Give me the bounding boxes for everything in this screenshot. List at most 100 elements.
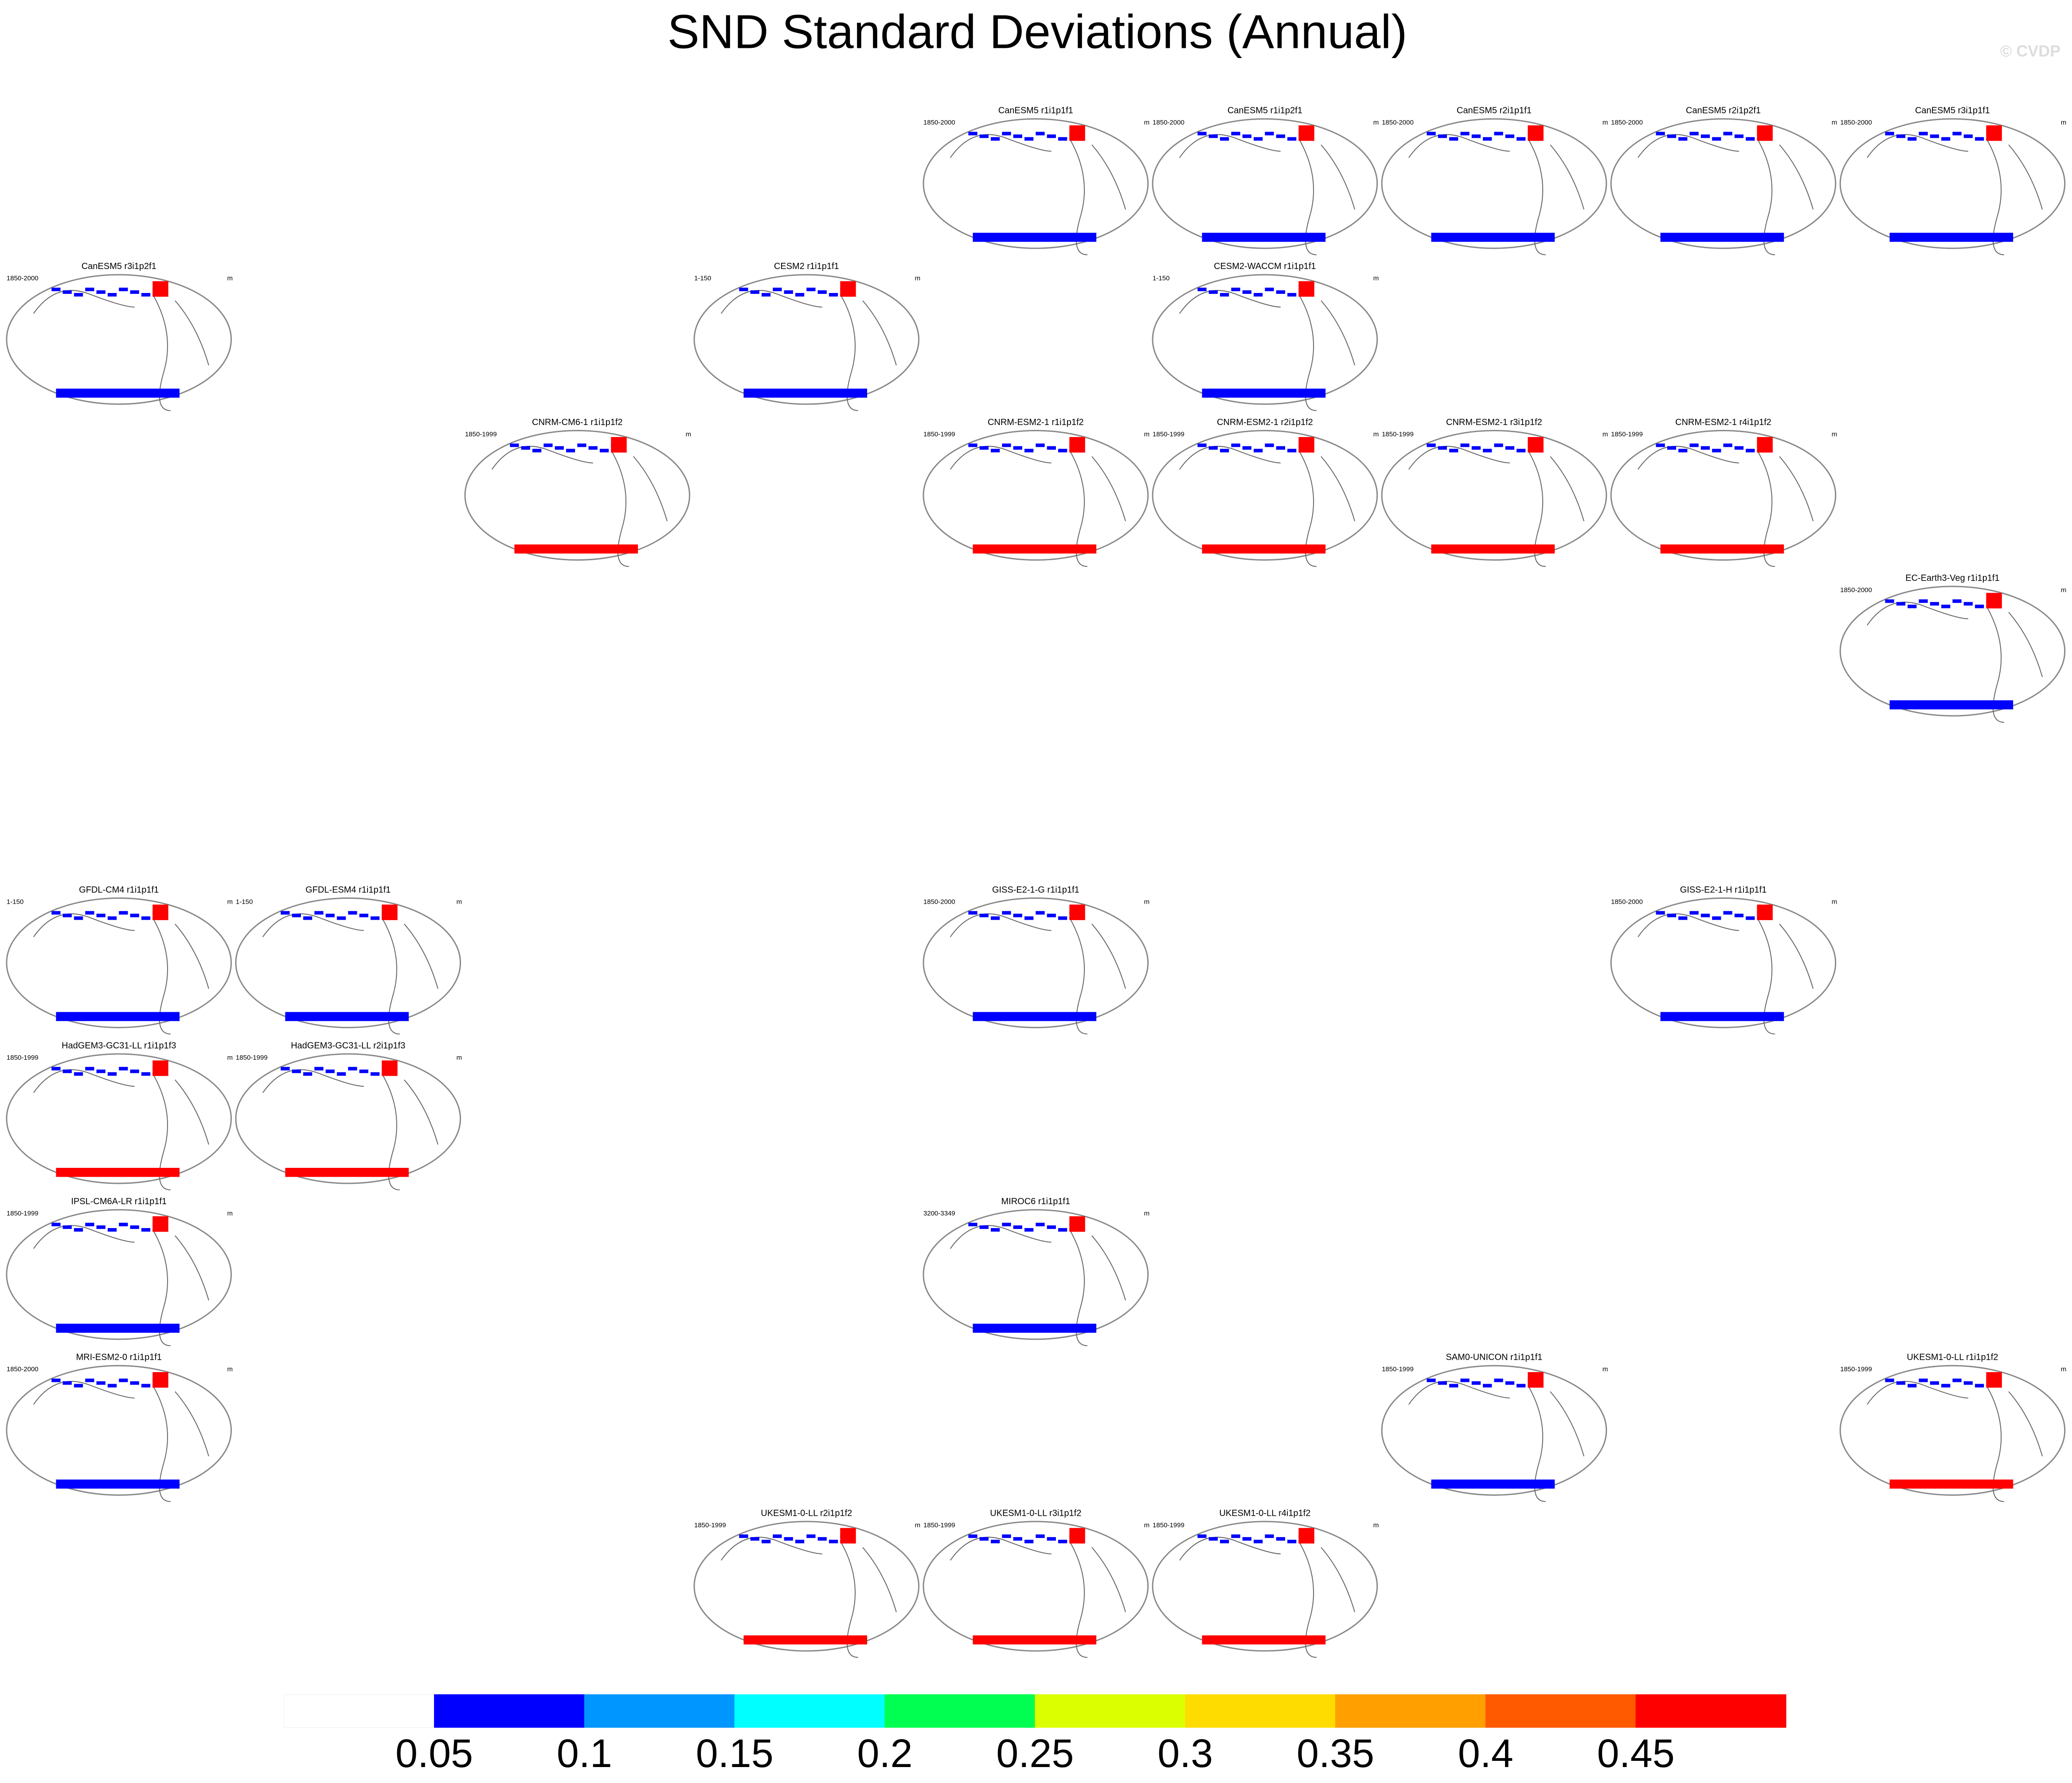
- snow-patch: [1024, 1228, 1034, 1232]
- panel-period: 1-150: [1153, 275, 1169, 282]
- panel-period: 1850-1999: [1153, 430, 1185, 438]
- panel-title: MIROC6 r1i1p1f1: [1001, 1197, 1071, 1206]
- snow-patch: [1431, 1479, 1555, 1489]
- snow-patch: [1712, 916, 1721, 920]
- snow-patch: [1298, 1528, 1314, 1544]
- snow-patch: [85, 288, 94, 292]
- snow-patch: [588, 446, 598, 450]
- map-outline: [1610, 118, 1837, 249]
- snow-patch: [370, 916, 380, 920]
- snow-patch: [107, 293, 117, 297]
- snow-patch: [1689, 132, 1699, 136]
- panel-period: 1850-1999: [7, 1054, 39, 1061]
- snow-patch: [1276, 1537, 1285, 1541]
- map-panel: CNRM-CM6-1 r1i1p1f2 1850-1999 m: [464, 417, 692, 567]
- snow-patch: [1986, 1372, 2002, 1388]
- snow-patch: [806, 288, 816, 292]
- snow-patch: [1908, 605, 1917, 609]
- panel-title: HadGEM3-GC31-LL r2i1p1f3: [291, 1041, 405, 1050]
- map-outline: [1610, 429, 1837, 561]
- colorbar-box: [284, 1694, 435, 1728]
- coastline: [33, 1381, 209, 1502]
- snow-patch: [1287, 449, 1297, 453]
- snow-patch: [1723, 132, 1732, 136]
- snow-patch: [96, 1069, 106, 1073]
- map-outline: [235, 897, 461, 1028]
- panel-title: CanESM5 r3i1p2f1: [82, 261, 156, 271]
- map-outline: [1610, 897, 1837, 1028]
- snow-patch: [51, 1378, 61, 1382]
- snow-patch: [817, 1537, 827, 1541]
- snow-patch: [750, 1537, 759, 1541]
- snow-patch: [1941, 1384, 1951, 1388]
- snow-patch: [1885, 1378, 1894, 1382]
- snow-patch: [773, 1534, 782, 1538]
- map-panel: CNRM-ESM2-1 r2i1p1f2 1850-1999 m: [1152, 417, 1379, 567]
- coastline: [1408, 445, 1584, 567]
- map-outline: [923, 118, 1149, 249]
- map-panel: CNRM-ESM2-1 r1i1p1f2 1850-1999 m: [923, 417, 1149, 567]
- snow-patch: [1202, 1635, 1326, 1645]
- snow-patch: [1678, 916, 1688, 920]
- snow-patch: [325, 913, 335, 917]
- snow-patch: [968, 132, 977, 136]
- panel-units: m: [1144, 119, 1150, 126]
- snow-patch: [96, 290, 106, 294]
- panel-title: UKESM1-0-LL r4i1p1f2: [1219, 1508, 1310, 1518]
- snow-patch: [152, 1372, 168, 1388]
- snow-patch: [141, 916, 151, 920]
- map-outline: [693, 274, 920, 405]
- snow-patch: [1975, 1384, 1984, 1388]
- panel-period: 1850-1999: [1382, 430, 1414, 438]
- coastline: [33, 1225, 209, 1346]
- panel-units: m: [227, 1210, 233, 1217]
- snow-patch: [1069, 125, 1085, 141]
- snow-patch: [130, 1381, 139, 1385]
- snow-patch: [1494, 443, 1503, 447]
- snow-patch: [1036, 1222, 1045, 1226]
- snow-patch: [1656, 443, 1665, 447]
- figure-title: SND Standard Deviations (Annual): [668, 5, 1407, 59]
- snow-patch: [85, 911, 94, 915]
- snow-patch: [63, 913, 72, 917]
- snow-patch: [1002, 132, 1011, 136]
- snow-patch: [1528, 125, 1544, 141]
- snow-patch: [743, 1635, 868, 1645]
- panel-period: 1-150: [7, 898, 23, 905]
- snow-patch: [1889, 233, 2013, 242]
- panel-units: m: [1832, 430, 1837, 438]
- snow-patch: [1202, 233, 1326, 242]
- snow-patch: [96, 1225, 106, 1229]
- snow-patch: [1449, 137, 1458, 141]
- map-panel: UKESM1-0-LL r3i1p1f2 1850-1999 m: [923, 1508, 1149, 1658]
- panel-title: CanESM5 r2i1p2f1: [1686, 106, 1761, 116]
- snow-patch: [577, 443, 586, 447]
- snow-patch: [56, 1323, 180, 1333]
- watermark: © CVDP: [2000, 42, 2061, 60]
- snow-patch: [74, 1072, 83, 1076]
- colorbar-label: 0.4: [1458, 1732, 1513, 1776]
- panel-period: 1850-2000: [7, 275, 39, 282]
- snow-patch: [1002, 911, 1011, 915]
- snow-patch: [739, 1534, 748, 1538]
- coastline: [33, 1069, 209, 1190]
- coastline: [1179, 134, 1355, 255]
- panel-units: m: [1832, 898, 1837, 905]
- colorbar-label: 0.35: [1297, 1732, 1374, 1776]
- panel-units: m: [686, 430, 692, 438]
- snow-patch: [1689, 443, 1699, 447]
- snow-patch: [1734, 913, 1744, 917]
- panel-units: m: [2061, 119, 2067, 126]
- snow-patch: [1757, 905, 1773, 921]
- snow-patch: [1208, 1537, 1218, 1541]
- snow-patch: [303, 1072, 313, 1076]
- snow-patch: [56, 1479, 180, 1489]
- panel-title: CanESM5 r2i1p1f1: [1457, 106, 1532, 116]
- map-panel: CESM2 r1i1p1f1 1-150 m: [693, 261, 920, 411]
- panel-units: m: [1603, 430, 1608, 438]
- snow-patch: [599, 449, 609, 453]
- coastline: [1179, 290, 1355, 411]
- snow-patch: [1885, 599, 1894, 603]
- snow-patch: [1265, 1534, 1274, 1538]
- panel-period: 1850-1999: [1840, 1366, 1872, 1373]
